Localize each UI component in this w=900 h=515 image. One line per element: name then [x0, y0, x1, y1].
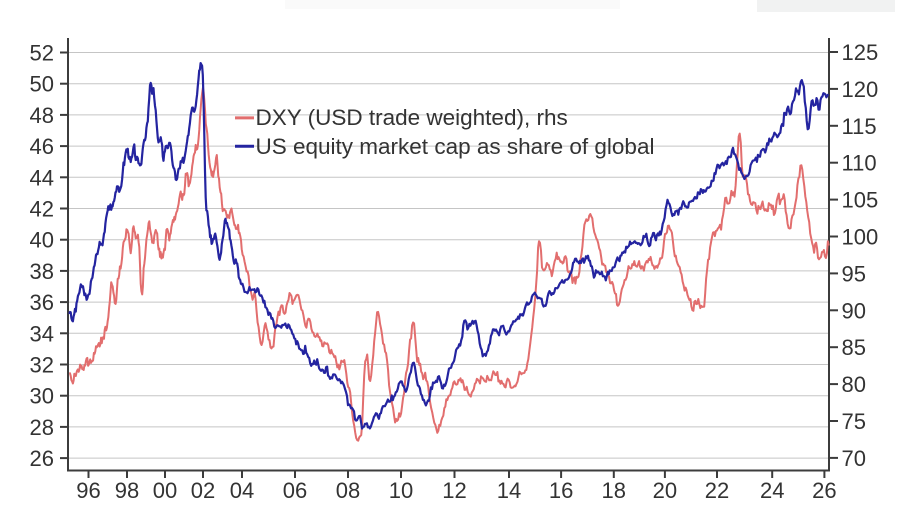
svg-text:10: 10	[389, 478, 413, 503]
svg-text:48: 48	[30, 103, 54, 128]
svg-text:20: 20	[653, 478, 677, 503]
svg-text:46: 46	[30, 134, 54, 159]
svg-text:75: 75	[842, 409, 866, 434]
svg-text:18: 18	[602, 478, 626, 503]
svg-text:38: 38	[30, 259, 54, 284]
svg-text:120: 120	[842, 77, 879, 102]
svg-text:04: 04	[230, 478, 254, 503]
svg-text:12: 12	[442, 478, 466, 503]
svg-text:50: 50	[30, 72, 54, 97]
svg-text:24: 24	[760, 478, 784, 503]
svg-text:US equity market cap as share: US equity market cap as share of global	[256, 134, 655, 159]
svg-text:125: 125	[842, 40, 879, 65]
svg-text:28: 28	[30, 415, 54, 440]
svg-text:08: 08	[336, 478, 360, 503]
svg-text:32: 32	[30, 353, 54, 378]
svg-text:95: 95	[842, 261, 866, 286]
svg-text:80: 80	[842, 372, 866, 397]
svg-text:36: 36	[30, 290, 54, 315]
svg-text:70: 70	[842, 446, 866, 471]
svg-text:00: 00	[153, 478, 177, 503]
svg-text:02: 02	[191, 478, 215, 503]
svg-text:30: 30	[30, 384, 54, 409]
svg-text:DXY (USD trade weighted), rhs: DXY (USD trade weighted), rhs	[256, 105, 568, 130]
svg-text:26: 26	[812, 478, 836, 503]
svg-text:85: 85	[842, 335, 866, 360]
svg-text:42: 42	[30, 197, 54, 222]
svg-text:100: 100	[842, 225, 879, 250]
svg-text:06: 06	[283, 478, 307, 503]
svg-text:90: 90	[842, 298, 866, 323]
svg-text:105: 105	[842, 188, 879, 213]
svg-text:34: 34	[30, 321, 54, 346]
svg-text:52: 52	[30, 41, 54, 66]
svg-text:14: 14	[497, 478, 521, 503]
svg-text:110: 110	[842, 151, 877, 176]
svg-text:26: 26	[30, 446, 54, 471]
svg-text:44: 44	[30, 165, 54, 190]
svg-text:115: 115	[842, 114, 877, 139]
svg-text:16: 16	[549, 478, 573, 503]
svg-text:98: 98	[115, 478, 139, 503]
svg-text:22: 22	[705, 478, 729, 503]
svg-text:96: 96	[76, 478, 100, 503]
svg-text:40: 40	[30, 228, 54, 253]
